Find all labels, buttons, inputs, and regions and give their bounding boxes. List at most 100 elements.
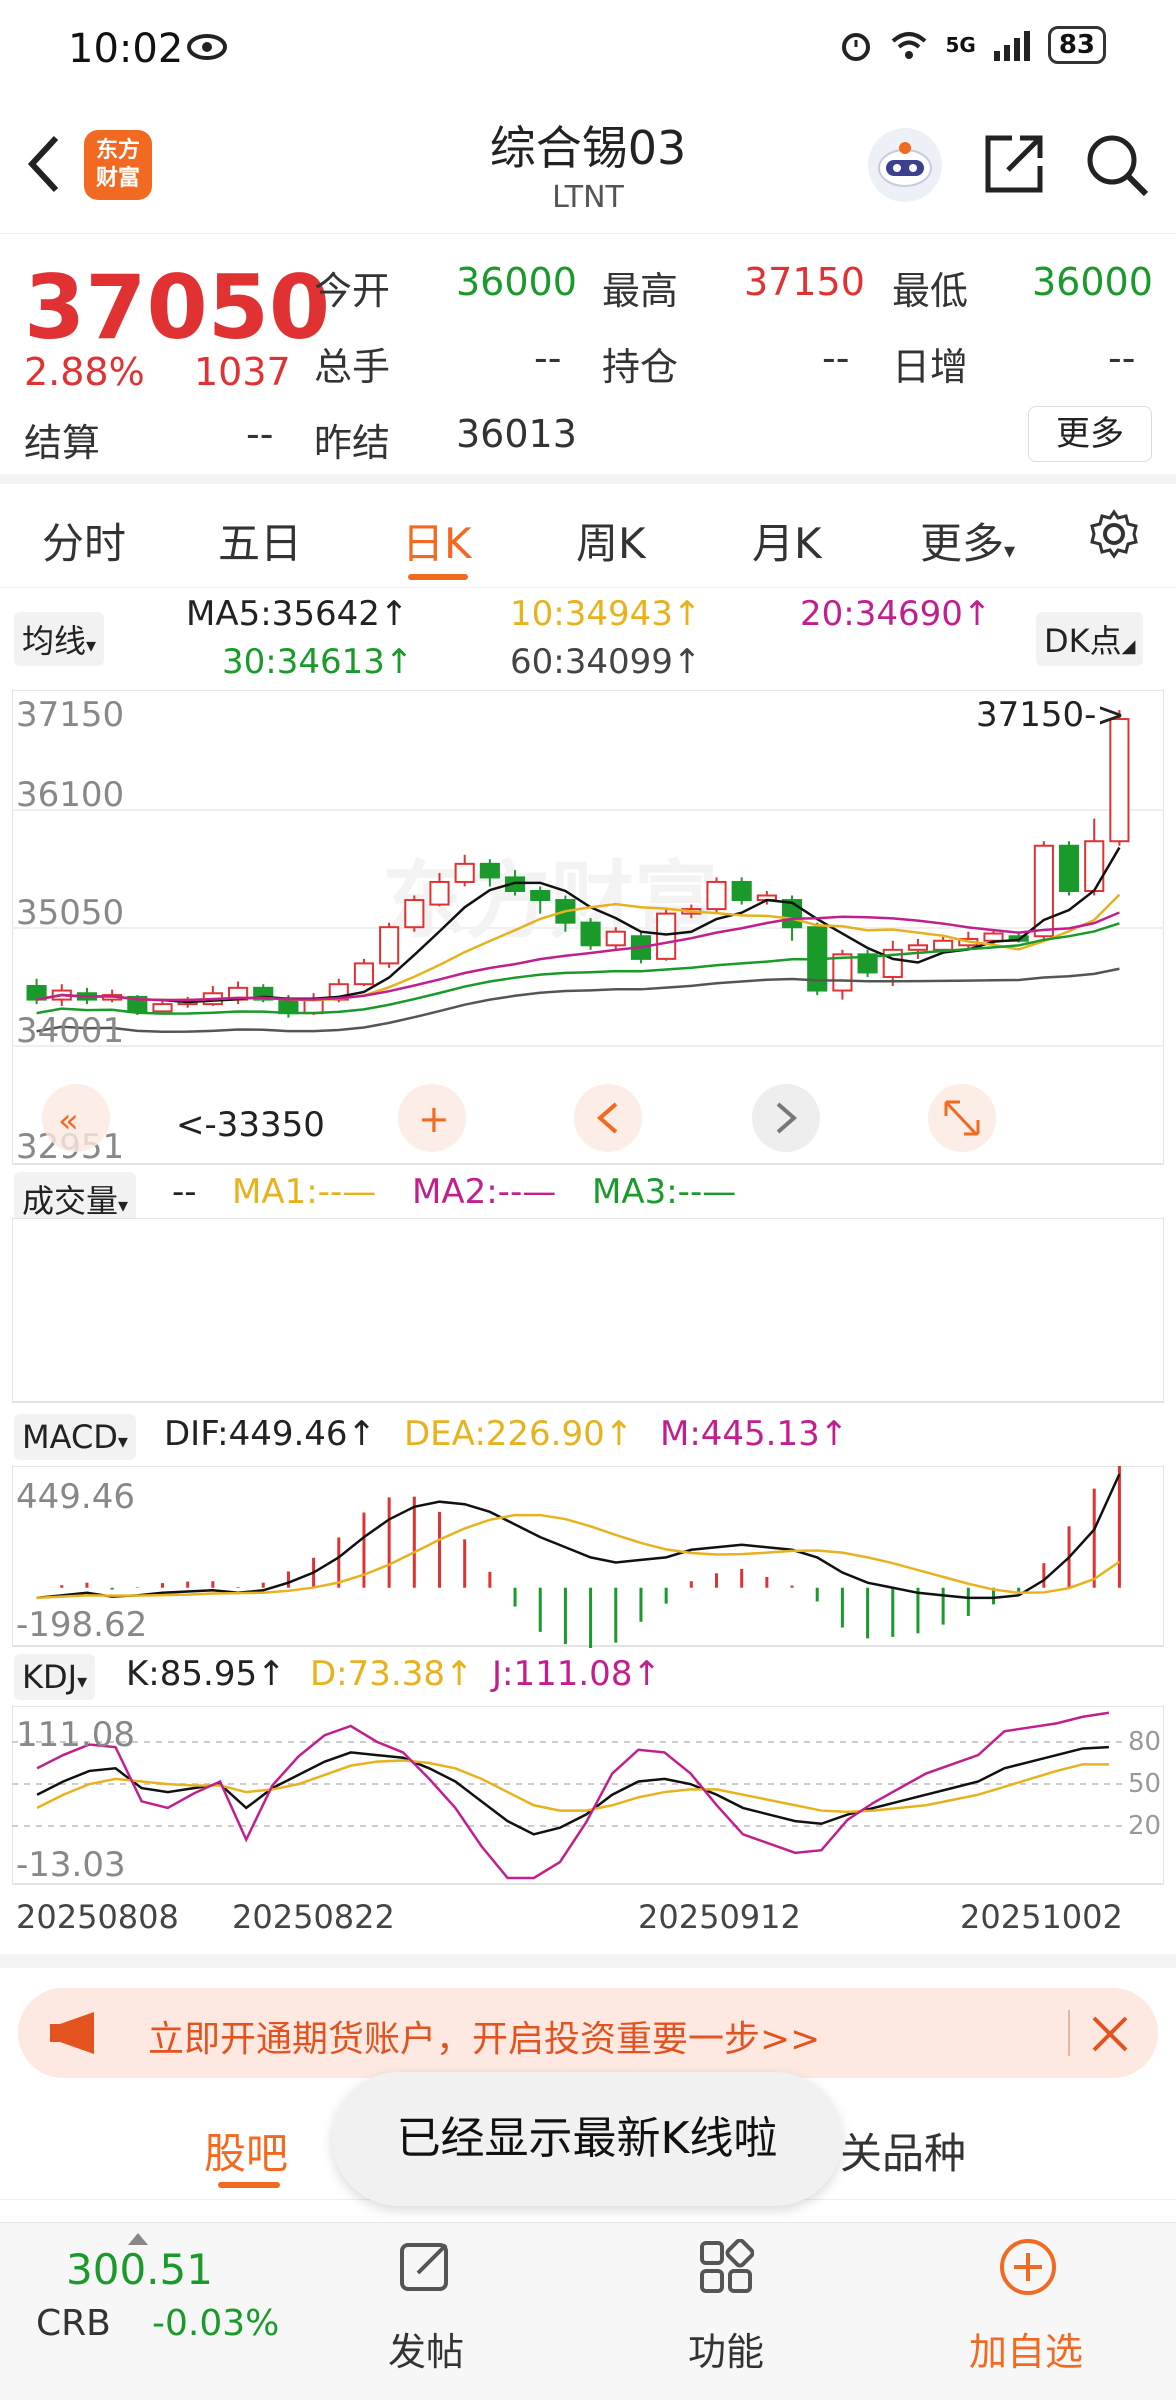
kdj-level-50: 50: [1128, 1769, 1161, 1799]
candle-body: [379, 926, 400, 965]
brand-logo: 东方 财富: [84, 130, 152, 200]
j-line: [36, 1711, 1110, 1880]
assistant-robot-icon[interactable]: [868, 128, 942, 202]
settings-gear-icon[interactable]: [1088, 508, 1140, 560]
megaphone-icon: [50, 2012, 94, 2054]
kdj-k: K:85.95↑: [126, 1654, 286, 1694]
volume-selector-label: 成交量: [22, 1182, 119, 1220]
date-label-4: 20251002: [960, 1898, 1123, 1936]
header: 东方 财富 综合锡03 LTNT: [0, 96, 1176, 234]
kdj-axis-bottom: -13.03: [16, 1845, 126, 1885]
corner-caret-icon: ◢: [1121, 636, 1136, 657]
dif-line: [36, 1473, 1121, 1600]
candle-body: [303, 998, 324, 1015]
volume-chart[interactable]: [12, 1218, 1164, 1404]
kdj-series: [36, 1711, 1110, 1880]
divider: [0, 1954, 1176, 1968]
candle-body: [1058, 844, 1080, 892]
axis-label-3: 35050: [16, 893, 124, 933]
share-icon[interactable]: [982, 130, 1048, 196]
volume-ma2: MA2:--—: [412, 1172, 557, 1212]
ma30-line: [36, 922, 1120, 1015]
alarm-icon: [842, 33, 871, 61]
svg-text:«: «: [58, 1101, 79, 1141]
function-grid-icon: [700, 2239, 754, 2293]
zoom-in-button[interactable]: +: [398, 1084, 466, 1152]
kdj-selector[interactable]: KDJ▾: [14, 1654, 96, 1700]
macd-axis-bottom: -198.62: [16, 1605, 147, 1645]
quote-panel: 37050 2.88% 1037 今开 36000 最高 37150 最低 36…: [0, 234, 1176, 484]
next-button[interactable]: [752, 1084, 820, 1152]
open-label: 今开: [314, 269, 391, 313]
kdj-chart[interactable]: 111.08 -13.03 80 50 20: [12, 1706, 1164, 1886]
last-price: 37050: [24, 256, 331, 359]
oi-value: --: [822, 336, 850, 380]
close-icon[interactable]: [1090, 2014, 1130, 2054]
back-icon[interactable]: [24, 132, 64, 196]
candle-body: [1109, 718, 1130, 843]
post-button[interactable]: 发帖: [387, 2330, 464, 2374]
caret-down-icon: ▾: [86, 633, 97, 657]
candle-body: [1033, 844, 1054, 938]
low-label: 最低: [892, 269, 969, 313]
dk-point-button[interactable]: DK点◢: [1036, 612, 1144, 666]
tab-monthly-k[interactable]: 月K: [752, 519, 822, 568]
high-marker: 37150->: [976, 695, 1125, 735]
caret-down-icon: ▾: [117, 1429, 128, 1453]
volume-selector[interactable]: 成交量▾: [14, 1172, 137, 1226]
candle-body: [983, 932, 1004, 942]
open-value: 36000: [456, 260, 577, 304]
add-watchlist-button[interactable]: 加自选: [968, 2330, 1083, 2374]
crb-value[interactable]: 300.51: [66, 2245, 213, 2294]
macd-selector[interactable]: MACD▾: [14, 1414, 136, 1460]
post-icon: [400, 2243, 448, 2291]
tab-weekly-k[interactable]: 周K: [576, 519, 646, 568]
macd-dea: DEA:226.90↑: [404, 1414, 634, 1454]
tab-intraday[interactable]: 分时: [42, 519, 127, 568]
add-watchlist-icon: [1000, 2239, 1056, 2295]
high-value: 37150: [744, 260, 865, 304]
tab-more[interactable]: 更多▾: [920, 510, 1015, 571]
function-button[interactable]: 功能: [687, 2330, 764, 2374]
tab-related[interactable]: 关品种: [840, 2129, 967, 2178]
eye-icon: [187, 34, 227, 60]
change-pct: 2.88%: [24, 350, 145, 394]
battery-level: 83: [1047, 26, 1106, 64]
bottom-toolbar: 300.51 CRB -0.03% 发帖 功能 加自选: [0, 2222, 1176, 2400]
oi-label: 持仓: [602, 345, 679, 389]
tab-five-day[interactable]: 五日: [218, 519, 303, 568]
caret-down-icon: ▾: [1004, 539, 1016, 564]
volume-ma3: MA3:--—: [592, 1172, 737, 1212]
tab-guba[interactable]: 股吧: [204, 2129, 289, 2178]
macd-chart[interactable]: 449.46 -198.62: [12, 1466, 1164, 1648]
dea-line: [36, 1513, 1121, 1600]
date-label-1: 20250808: [16, 1898, 179, 1936]
promo-banner[interactable]: 立即开通期货账户，开启投资重要一步>>: [18, 1988, 1158, 2078]
prev-settle-label: 昨结: [314, 421, 391, 465]
ma-selector[interactable]: 均线▾: [14, 612, 105, 666]
prev-button[interactable]: [574, 1084, 642, 1152]
scroll-left-button[interactable]: «: [42, 1084, 110, 1152]
page-subtitle: LTNT: [552, 180, 624, 215]
ma20-line: [36, 911, 1120, 1002]
date-label-2: 20250822: [232, 1898, 395, 1936]
macd-m: M:445.13↑: [660, 1414, 849, 1454]
search-icon[interactable]: [1084, 132, 1150, 198]
candle-body: [530, 889, 551, 902]
candle-body: [706, 880, 727, 911]
promo-text: 立即开通期货账户，开启投资重要一步>>: [148, 2019, 821, 2060]
crb-change: -0.03%: [152, 2303, 280, 2344]
ma5-value: MA5:35642↑: [186, 594, 409, 634]
macd-selector-label: MACD: [22, 1418, 118, 1456]
more-quote-button[interactable]: 更多: [1028, 406, 1152, 462]
volume-ma1: MA1:--—: [232, 1172, 377, 1212]
tab-daily-k[interactable]: 日K: [402, 519, 472, 568]
status-right: 5G 83: [839, 26, 1106, 64]
ma30-value: 30:34613↑: [222, 642, 414, 682]
fullscreen-button[interactable]: [928, 1084, 996, 1152]
low-value: 36000: [1032, 260, 1153, 304]
caret-up-icon: [128, 2233, 148, 2245]
ma10-value: 10:34943↑: [510, 594, 702, 634]
candle-body: [479, 862, 500, 879]
kline-chart[interactable]: 东方财富 37150 36100 35050 34001 32951 37150…: [12, 690, 1164, 1166]
